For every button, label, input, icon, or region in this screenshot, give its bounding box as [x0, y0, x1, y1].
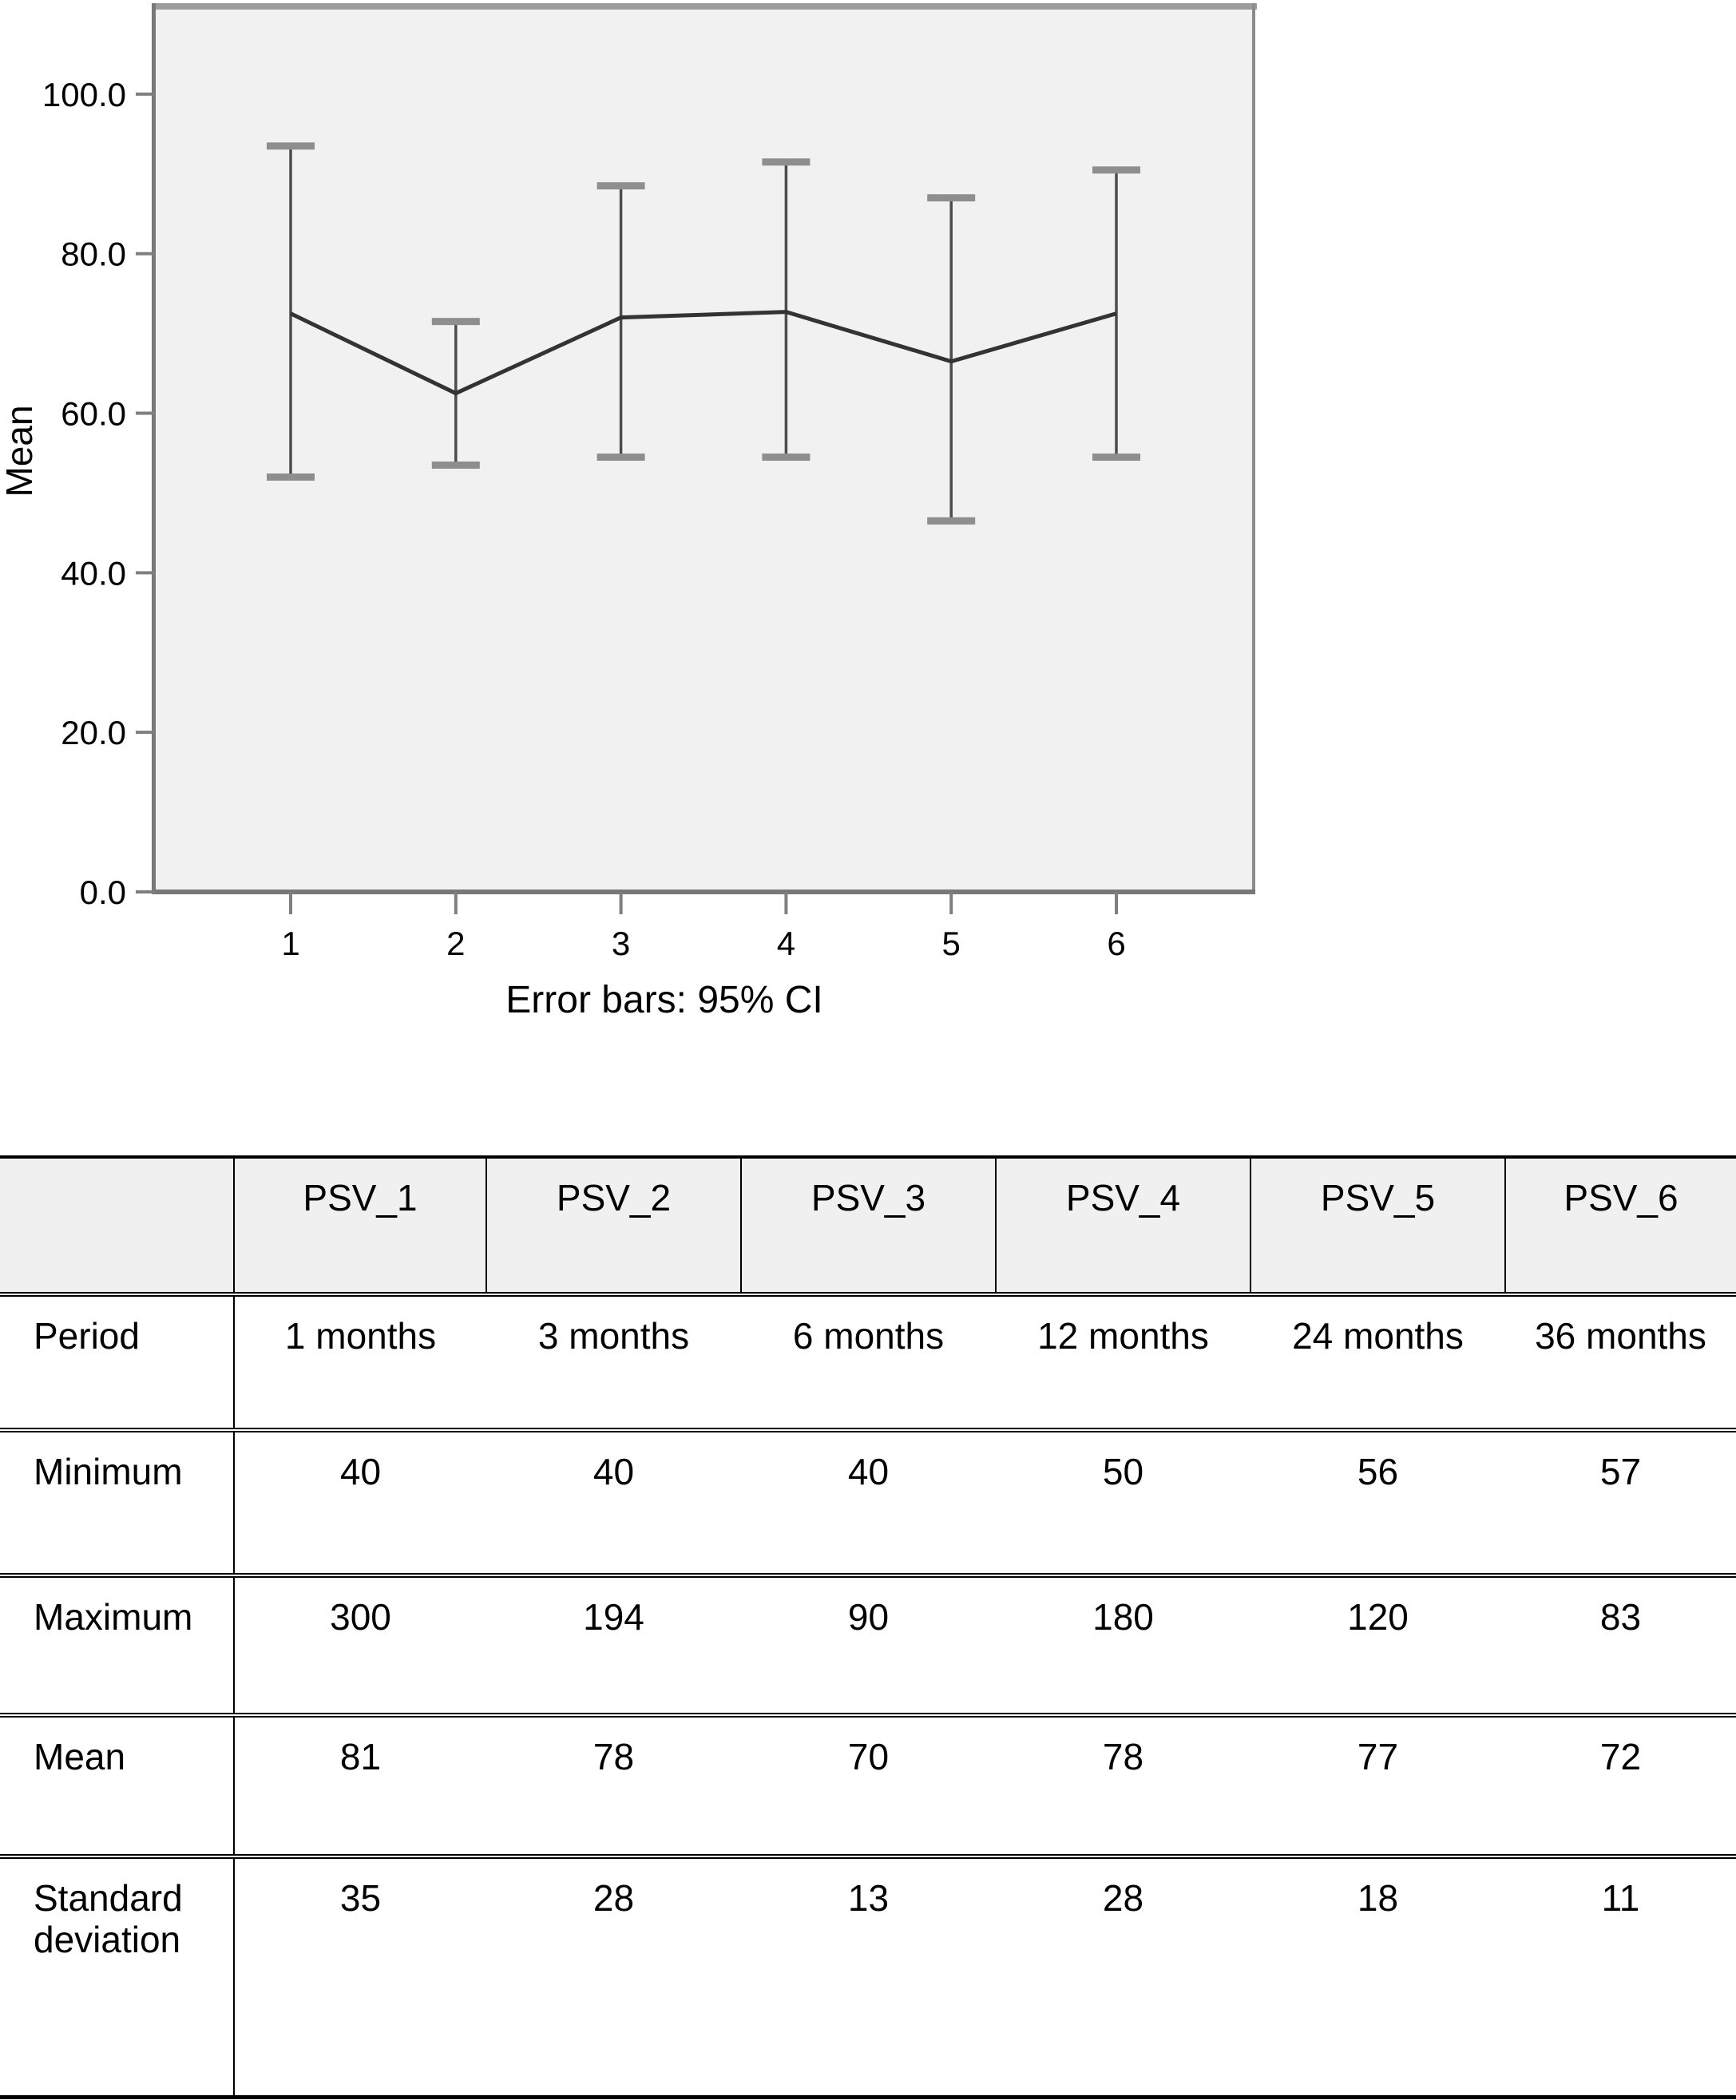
- cell-minimum-2: 40: [593, 1451, 635, 1492]
- cell-minimum-6: 57: [1599, 1451, 1642, 1492]
- table-row-maximum: Maximum 300 194 90 180 120 83: [0, 1575, 1736, 1715]
- cell-minimum-3: 40: [847, 1451, 890, 1492]
- x-axis-line: [152, 890, 1255, 894]
- cell-maximum-2: 194: [583, 1596, 644, 1638]
- cell-standard-deviation-4: 28: [1102, 1877, 1144, 1919]
- column-header-psv-2: PSV_2: [486, 1157, 742, 1294]
- row-label-period: Period: [0, 1294, 235, 1430]
- cell-maximum-4: 180: [1092, 1596, 1154, 1638]
- table-body: Period 1 months 3 months 6 months 12 months 2…: [0, 1294, 1736, 2097]
- cell-period-3: 6 months: [792, 1315, 945, 1357]
- table-header: PSV_1 PSV_2 PSV_3 PSV_4 PSV_5 PSV_6: [0, 1157, 1736, 1294]
- cell-period-4: 12 months: [1037, 1315, 1209, 1357]
- x-tick-label: 4: [777, 925, 795, 962]
- y-tick-label: 20.0: [61, 714, 126, 751]
- error-bar-chart-svg: 0.0 20.0 40.0 60.0 80.0 100.0 1 2 3 4 5 6 Mean Err…: [0, 3, 1257, 1021]
- cell-period-5: 24 months: [1292, 1315, 1464, 1357]
- cell-standard-deviation-2: 28: [593, 1877, 635, 1919]
- table-header-row: PSV_1 PSV_2 PSV_3 PSV_4 PSV_5 PSV_6: [0, 1157, 1736, 1294]
- y-axis-ticks: 0.0 20.0 40.0 60.0 80.0 100.0: [42, 76, 154, 911]
- cell-standard-deviation-5: 18: [1357, 1877, 1399, 1919]
- cell-standard-deviation-6: 11: [1601, 1877, 1640, 1919]
- cell-minimum-5: 56: [1357, 1451, 1399, 1492]
- cell-standard-deviation-1: 35: [339, 1877, 382, 1919]
- cell-period-6: 36 months: [1535, 1315, 1706, 1357]
- row-label-standard-deviation: Standard deviation: [0, 1856, 235, 2097]
- x-tick-label: 3: [612, 925, 630, 962]
- mean-line: [289, 310, 1117, 396]
- y-tick-label: 0.0: [80, 874, 126, 911]
- column-header-psv-4: PSV_4: [996, 1157, 1251, 1294]
- cell-maximum-1: 300: [330, 1596, 391, 1638]
- table-row-standard-deviation: Standard deviation 35 28 13 28 18 11: [0, 1856, 1736, 2097]
- chart-caption: Error bars: 95% CI: [505, 979, 822, 1021]
- cell-standard-deviation-3: 13: [847, 1877, 890, 1919]
- cell-minimum-4: 50: [1102, 1451, 1144, 1492]
- cell-minimum-1: 40: [339, 1451, 382, 1492]
- cell-mean-3: 70: [847, 1736, 890, 1777]
- x-tick-label: 2: [446, 925, 465, 962]
- y-tick-label: 100.0: [42, 76, 126, 113]
- row-label-minimum: Minimum: [0, 1430, 235, 1575]
- cell-mean-1: 81: [339, 1736, 382, 1777]
- cell-mean-4: 78: [1102, 1736, 1144, 1777]
- cell-period-2: 3 months: [537, 1315, 690, 1357]
- plot-frame-top: [152, 3, 1257, 10]
- cell-mean-5: 77: [1357, 1736, 1399, 1777]
- cell-maximum-3: 90: [847, 1596, 890, 1638]
- column-header-psv-3: PSV_3: [741, 1157, 997, 1294]
- error-bar-chart: 0.0 20.0 40.0 60.0 80.0 100.0 1 2 3 4 5 6 Mean Err…: [0, 0, 1278, 1054]
- psv-summary-table: PSV_1 PSV_2 PSV_3 PSV_4 PSV_5 PSV_6 Period 1 m…: [0, 1155, 1736, 2099]
- y-axis-title: Mean: [0, 405, 40, 497]
- cell-mean-2: 78: [593, 1736, 635, 1777]
- cell-period-1: 1 months: [284, 1315, 437, 1357]
- column-header-psv-1: PSV_1: [234, 1157, 487, 1294]
- x-axis-ticks: 1 2 3 4 5 6: [281, 892, 1126, 962]
- x-tick-label: 6: [1107, 925, 1125, 962]
- corner-header-cell: [0, 1157, 235, 1294]
- cell-maximum-5: 120: [1347, 1596, 1409, 1638]
- x-tick-label: 1: [281, 925, 299, 962]
- y-tick-label: 40.0: [61, 554, 126, 592]
- y-axis-line: [152, 3, 156, 894]
- table-row-mean: Mean 81 78 70 78 77 72: [0, 1715, 1736, 1856]
- column-header-psv-5: PSV_5: [1250, 1157, 1506, 1294]
- x-tick-label: 5: [942, 925, 961, 962]
- y-tick-label: 80.0: [61, 236, 126, 273]
- cell-mean-6: 72: [1599, 1736, 1642, 1777]
- table-row-period: Period 1 months 3 months 6 months 12 months 2…: [0, 1294, 1736, 1430]
- plot-area: [156, 10, 1252, 890]
- table-row-minimum: Minimum 40 40 40 50 56 57: [0, 1430, 1736, 1575]
- column-header-psv-6: PSV_6: [1564, 1177, 1679, 1218]
- y-tick-label: 60.0: [61, 395, 126, 433]
- cell-maximum-6: 83: [1599, 1596, 1642, 1638]
- plot-frame-right: [1252, 3, 1255, 892]
- row-label-maximum: Maximum: [0, 1575, 235, 1715]
- row-label-mean: Mean: [0, 1715, 235, 1856]
